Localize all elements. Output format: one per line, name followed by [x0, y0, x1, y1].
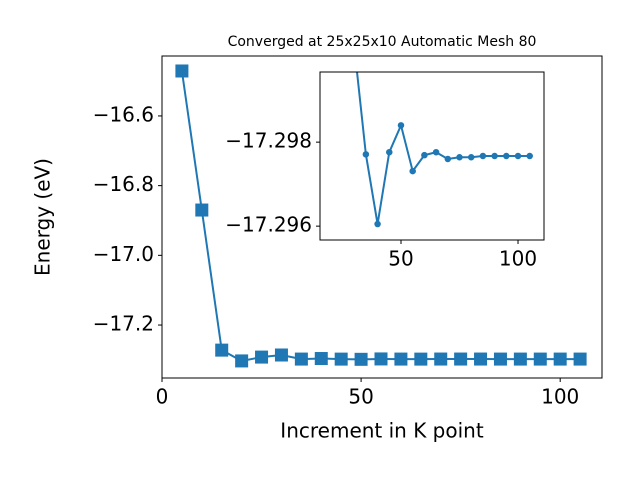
marker — [274, 348, 288, 362]
y-axis-label: Energy (eV) — [31, 158, 55, 276]
y-tick-label: −17.296 — [225, 213, 312, 237]
marker — [454, 352, 468, 366]
marker — [434, 352, 448, 366]
marker — [467, 154, 475, 161]
marker — [409, 167, 416, 175]
y-tick-label: −16.6 — [93, 102, 154, 126]
x-tick-label: 50 — [388, 247, 413, 271]
marker — [314, 352, 328, 366]
marker — [533, 352, 547, 366]
x-tick-label: 100 — [499, 247, 537, 271]
marker — [573, 352, 587, 366]
y-tick-label: −17.298 — [225, 129, 312, 153]
marker — [394, 352, 408, 366]
marker — [235, 354, 249, 368]
marker — [374, 352, 388, 366]
chart-title: Converged at 25x25x10 Automatic Mesh 80 — [228, 34, 537, 50]
marker — [513, 352, 527, 366]
marker — [553, 352, 567, 366]
marker — [456, 154, 463, 161]
series — [175, 64, 587, 368]
y-tick-label: −17.0 — [93, 242, 154, 266]
marker — [215, 343, 229, 357]
marker — [294, 352, 308, 366]
marker — [362, 151, 370, 158]
marker — [354, 352, 368, 366]
marker — [255, 350, 269, 364]
y-tick-label: −16.8 — [93, 172, 154, 196]
marker — [493, 352, 507, 366]
marker — [432, 148, 440, 156]
marker — [444, 155, 452, 163]
axes-frame — [161, 55, 603, 379]
y-tick-label: −17.2 — [93, 312, 154, 336]
marker — [386, 148, 393, 156]
marker — [526, 152, 533, 160]
marker — [374, 220, 381, 228]
marker — [503, 152, 510, 160]
data-line — [356, 72, 530, 225]
series — [356, 72, 533, 228]
marker — [175, 64, 189, 78]
x-tick-label: 100 — [541, 385, 579, 409]
axes-frame — [319, 71, 545, 241]
marker — [514, 152, 522, 160]
marker — [479, 152, 487, 160]
x-axis-label: Increment in K point — [280, 419, 484, 443]
marker — [421, 151, 428, 159]
marker — [334, 352, 348, 366]
marker — [491, 152, 498, 160]
marker — [474, 352, 488, 366]
marker — [397, 122, 405, 129]
x-tick-label: 50 — [348, 385, 373, 409]
marker — [195, 203, 209, 217]
marker — [414, 352, 428, 366]
x-tick-label: 0 — [156, 385, 169, 409]
